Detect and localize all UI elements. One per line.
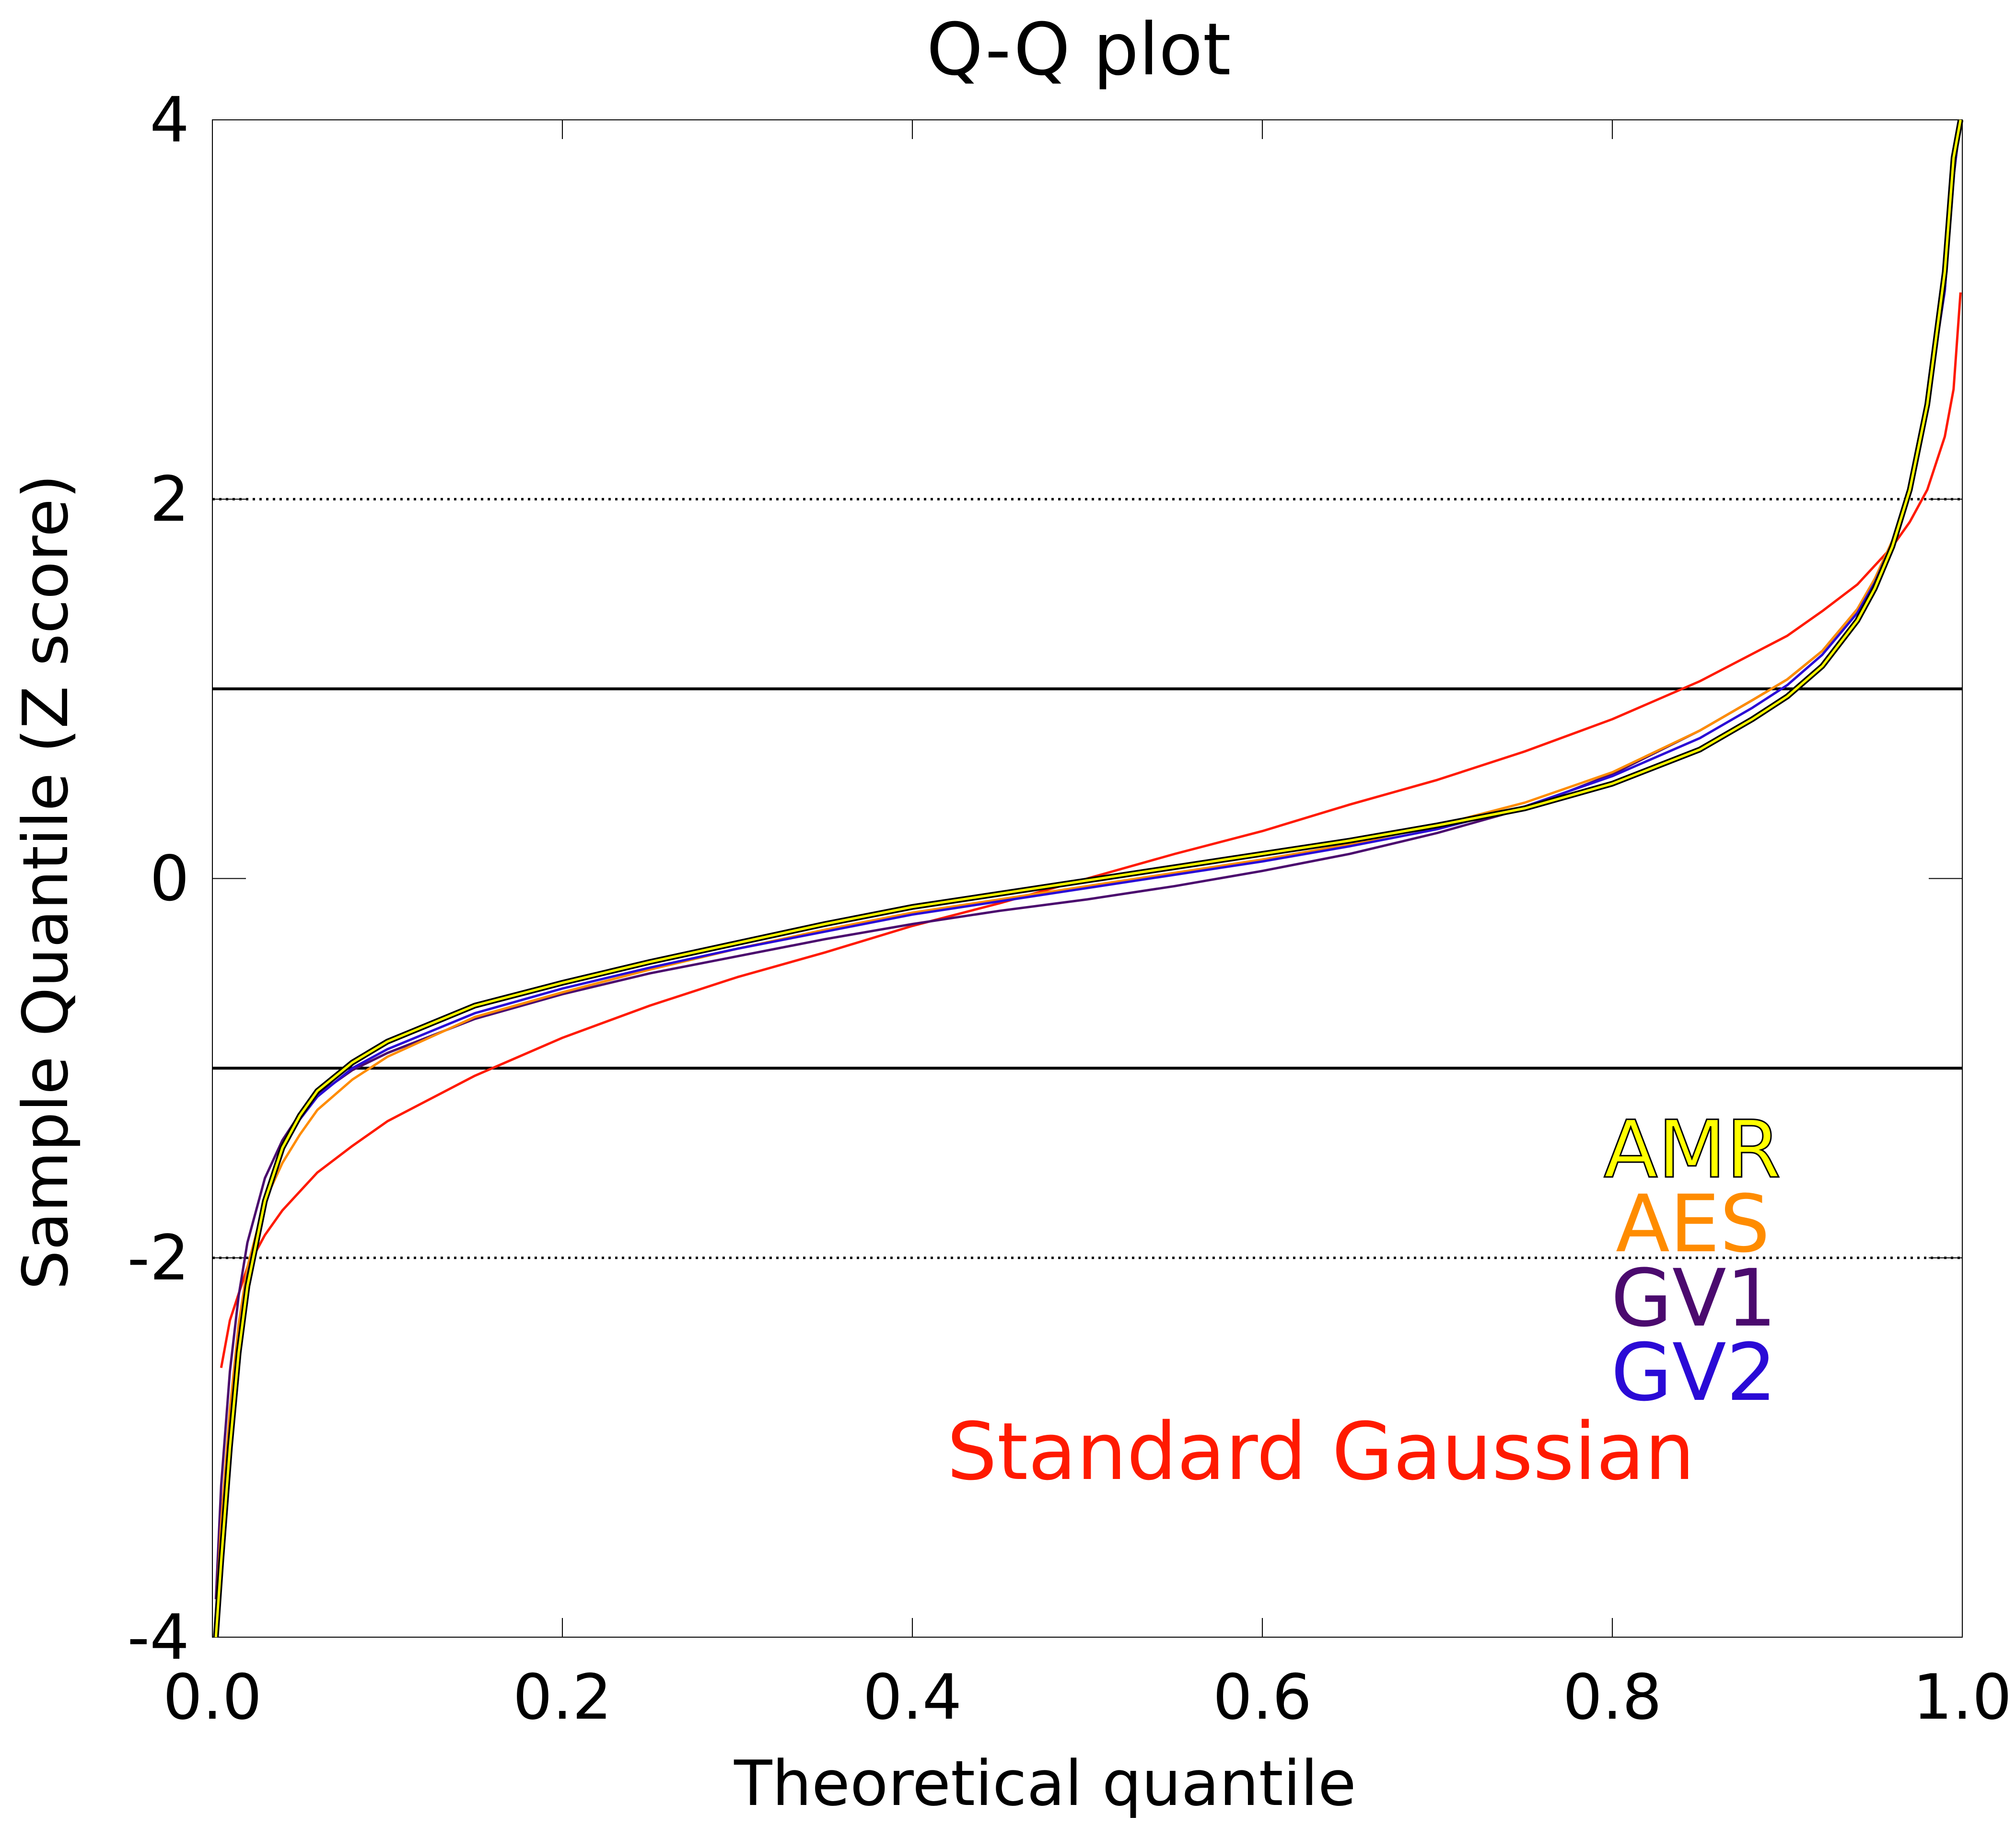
y-tick-label: 4 <box>150 83 189 156</box>
legend-label-aes: AES <box>1616 1178 1770 1270</box>
y-tick-label: 2 <box>150 463 189 535</box>
x-tick-label: 0.8 <box>1563 1661 1662 1734</box>
x-axis-label: Theoretical quantile <box>734 1747 1356 1820</box>
y-tick-label: 0 <box>150 842 189 915</box>
x-tick-label: 0.4 <box>863 1661 962 1734</box>
legend-label-standard-gaussian: Standard Gaussian <box>947 1406 1695 1498</box>
y-tick-label: -4 <box>127 1601 189 1674</box>
y-axis-label: Sample Quantile (Z score) <box>9 474 82 1290</box>
legend-label-gv1: GV1 <box>1611 1252 1777 1344</box>
series-line-amr <box>214 119 1962 1638</box>
legend-label-gv2: GV2 <box>1611 1327 1777 1419</box>
series-line-aes <box>214 119 1962 1618</box>
x-tick-label: 0.2 <box>513 1661 612 1734</box>
series-lines <box>213 119 1964 1638</box>
reference-lines <box>212 498 1962 1259</box>
chart-title: Q-Q plot <box>926 8 1231 92</box>
y-tick-label: -2 <box>127 1222 189 1294</box>
x-tick-label: 0.6 <box>1213 1661 1312 1734</box>
axis-ticks: 0.0 0.2 0.4 0.6 0.8 1.0 -4 -2 0 2 4 <box>127 83 2012 1734</box>
x-tick-label: 0.0 <box>163 1661 262 1734</box>
legend-label-amr: AMR <box>1604 1104 1781 1196</box>
x-tick-label: 1.0 <box>1913 1661 2012 1734</box>
